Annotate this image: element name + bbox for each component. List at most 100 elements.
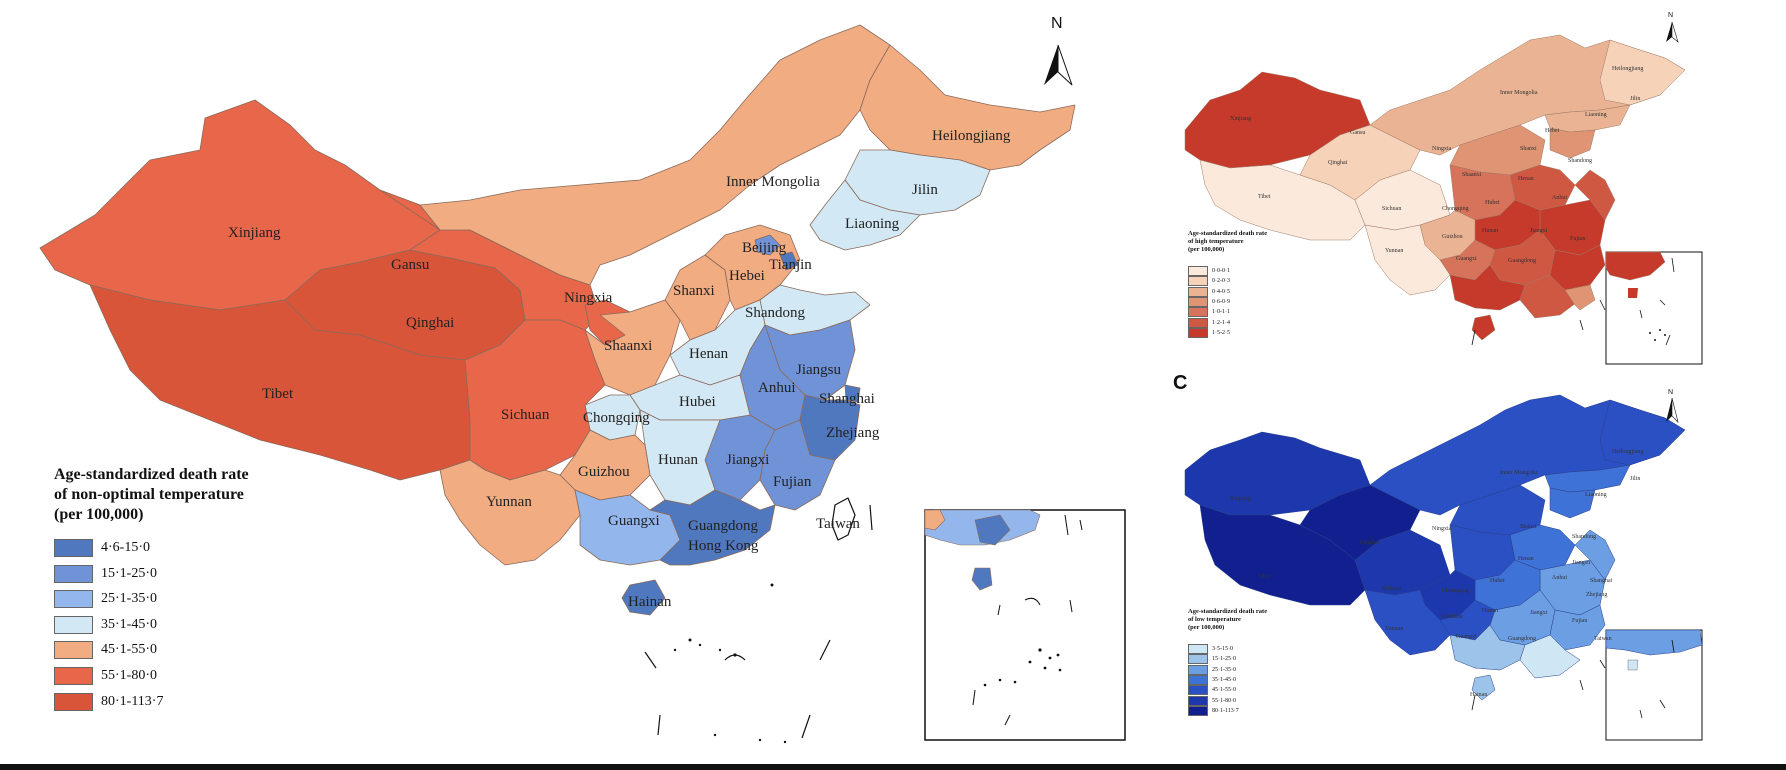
high-legend-label: 1·2-1·4 bbox=[1212, 319, 1230, 326]
high-legend-label: 0·4-0·5 bbox=[1212, 288, 1230, 295]
province-label-shanxi: Shanxi bbox=[673, 283, 715, 299]
high-map-label-anhui: Anhui bbox=[1552, 195, 1567, 201]
low-legend-swatch bbox=[1188, 664, 1208, 675]
main-legend-label: 45·1-55·0 bbox=[101, 642, 157, 658]
low-map-label-jilin: Jilin bbox=[1630, 476, 1641, 482]
north-label-low: N bbox=[1668, 389, 1674, 396]
province-label-jiangxi: Jiangxi bbox=[726, 452, 770, 468]
high-map-label-tibet: Tibet bbox=[1258, 194, 1271, 200]
low-legend-label: 80·1-113·7 bbox=[1212, 707, 1239, 714]
main-legend-swatch bbox=[54, 641, 93, 660]
high-legend-title: Age-standardized death rate of high temp… bbox=[1188, 230, 1267, 254]
province-label-guizhou: Guizhou bbox=[578, 464, 630, 480]
low-legend-label: 25·1-35·0 bbox=[1212, 666, 1236, 673]
high-map-label-jilin: Jilin bbox=[1630, 96, 1641, 102]
low-map-label-taiwan: Taiwan bbox=[1594, 636, 1612, 642]
low-legend-swatch bbox=[1188, 695, 1208, 706]
high-legend-label: 1·0-1·1 bbox=[1212, 309, 1230, 316]
high-legend-swatch bbox=[1188, 286, 1208, 297]
low-legend-item: 80·1-113·7 bbox=[1188, 705, 1239, 716]
main-legend-label: 4·6-15·0 bbox=[101, 540, 150, 555]
province-label-hainan: Hainan bbox=[628, 594, 672, 610]
province-label-chongqing: Chongqing bbox=[583, 410, 650, 426]
province-label-hubei: Hubei bbox=[679, 394, 716, 410]
high-map-label-heilongjiang: Heilongjiang bbox=[1612, 66, 1644, 72]
low-legend-title: Age-standardized death rate of low tempe… bbox=[1188, 608, 1267, 632]
low-map-label-jiangxi: Jiangxi bbox=[1530, 610, 1548, 616]
low-legend-swatch bbox=[1188, 654, 1208, 665]
province-label-guangdong: Guangdong bbox=[688, 518, 758, 534]
high-legend-swatch bbox=[1188, 317, 1208, 328]
main-legend-title-line-1: Age-standardized death rate bbox=[54, 466, 249, 483]
main-legend-item: 25·1-35·0 bbox=[54, 590, 157, 609]
low-legend-item: 3·5-15·0 bbox=[1188, 644, 1233, 654]
low-map-label-heilongjiang: Heilongjiang bbox=[1612, 449, 1644, 455]
high-legend-item: 1·0-1·1 bbox=[1188, 307, 1230, 318]
low-legend-swatch bbox=[1188, 644, 1208, 654]
high-map-label-yunnan: Yunnan bbox=[1385, 248, 1404, 254]
main-legend-swatch bbox=[54, 539, 93, 557]
province-label-inner-mongolia: Inner Mongolia bbox=[726, 174, 820, 190]
low-map-label-jiangsu: Jiangsu bbox=[1572, 560, 1590, 566]
province-label-taiwan: Taiwan bbox=[816, 516, 860, 532]
high-legend-swatch bbox=[1188, 276, 1208, 287]
low-map-label-shanghai: Shanghai bbox=[1590, 578, 1613, 584]
low-map-label-zhejiang: Zhejiang bbox=[1586, 592, 1608, 598]
high-legend-title-line-1: Age-standardized death rate bbox=[1188, 230, 1268, 237]
low-map-label-sichuan: Sichuan bbox=[1382, 586, 1402, 592]
high-map-label-hebei: Hebei bbox=[1545, 128, 1560, 134]
main-legend-label: 80·1-113·7 bbox=[101, 693, 164, 709]
high-map-label-inner-mongolia: Inner Mongolia bbox=[1500, 90, 1538, 96]
high-legend-title-line-3: (per 100,000) bbox=[1188, 246, 1225, 254]
high-legend-swatch bbox=[1188, 296, 1208, 307]
low-legend-item: 55·1-80·0 bbox=[1188, 695, 1236, 706]
province-label-gansu: Gansu bbox=[391, 257, 430, 273]
main-legend-label: 35·1-45·0 bbox=[101, 616, 157, 632]
low-map-label-liaoning: Liaoning bbox=[1585, 492, 1607, 498]
low-map-label-fujian: Fujian bbox=[1572, 618, 1588, 624]
low-map-label-chongqing: Chongqing bbox=[1442, 588, 1469, 594]
high-legend-item: 0·2-0·3 bbox=[1188, 276, 1230, 287]
low-map-label-inner-mongolia: Inner Mongolia bbox=[1500, 470, 1538, 476]
panel-letter-c: C bbox=[1173, 372, 1188, 394]
main-legend-item: 35·1-45·0 bbox=[54, 615, 157, 634]
low-map-label-hainan: Hainan bbox=[1470, 692, 1488, 698]
low-map-label-ningxia: Ningxia bbox=[1432, 526, 1452, 532]
low-map-label-guizhou: Guizhou bbox=[1442, 614, 1463, 620]
province-label-xinjiang: Xinjiang bbox=[228, 225, 281, 241]
low-map-label-guangxi: Guangxi bbox=[1456, 634, 1477, 640]
low-legend-title-line-1: Age-standardized death rate bbox=[1188, 608, 1268, 615]
low-map-label-shandong: Shandong bbox=[1572, 534, 1596, 540]
low-legend-label: 15·1-25·0 bbox=[1212, 656, 1236, 663]
main-legend-label: 55·1-80·0 bbox=[101, 668, 157, 683]
high-legend-swatch bbox=[1188, 327, 1208, 338]
province-label-anhui: Anhui bbox=[758, 380, 796, 396]
low-legend-label: 35·1-45·0 bbox=[1212, 676, 1236, 683]
high-map-label-ningxia: Ningxia bbox=[1432, 146, 1452, 152]
high-legend-swatch bbox=[1188, 266, 1208, 276]
high-map-label-shandong: Shandong bbox=[1568, 158, 1592, 164]
main-legend-item: 45·1-55·0 bbox=[54, 641, 157, 660]
province-label-qinghai: Qinghai bbox=[406, 315, 455, 331]
province-label-guangxi: Guangxi bbox=[608, 513, 660, 529]
high-map-label-henan: Henan bbox=[1518, 176, 1534, 182]
main-legend-title-line-3: (per 100,000) bbox=[54, 506, 144, 523]
main-legend-label: 15·1-25·0 bbox=[101, 565, 157, 581]
high-map-label-gansu: Gansu bbox=[1350, 130, 1366, 136]
high-map-label-chongqing: Chongqing bbox=[1442, 206, 1469, 212]
province-label-jilin: Jilin bbox=[912, 182, 938, 198]
main-legend-item: 80·1-113·7 bbox=[54, 692, 164, 711]
region-guangdong bbox=[649, 489, 776, 566]
high-legend-label: 0·6-0·9 bbox=[1212, 298, 1230, 305]
province-label-ningxia: Ningxia bbox=[564, 290, 613, 306]
main-legend-item: 4·6-15·0 bbox=[54, 539, 150, 557]
low-map-label-hunan: Hunan bbox=[1482, 608, 1498, 614]
main-legend-swatch bbox=[54, 615, 93, 634]
low-map-label-anhui: Anhui bbox=[1552, 575, 1567, 581]
low-legend-label: 55·1-80·0 bbox=[1212, 697, 1236, 704]
main-legend-swatch bbox=[54, 667, 93, 685]
